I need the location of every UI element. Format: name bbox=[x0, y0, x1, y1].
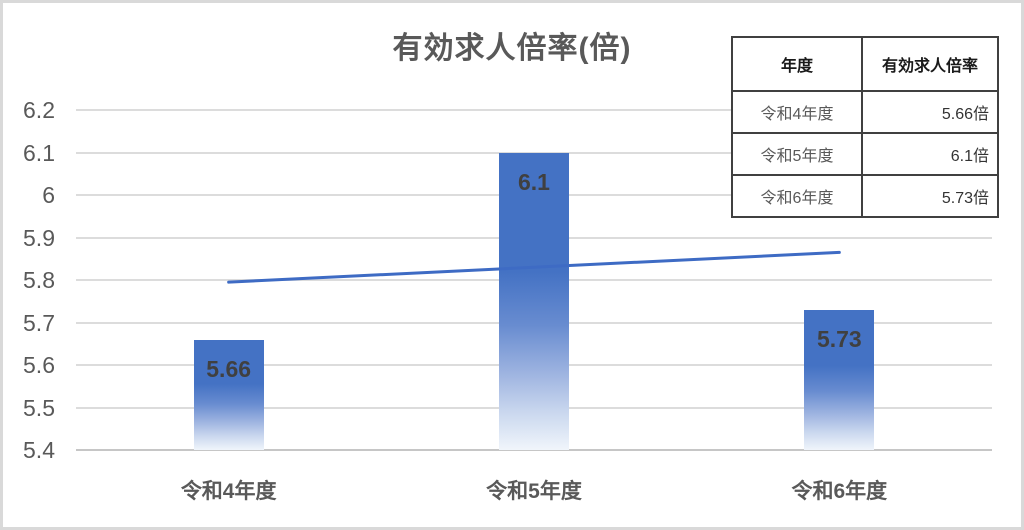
gridline bbox=[76, 109, 992, 111]
bar-data-label: 5.66 bbox=[206, 355, 252, 382]
table-header-row: 年度 有効求人倍率 bbox=[731, 36, 999, 92]
bar: 6.1 bbox=[499, 152, 569, 450]
table-row: 令和6年度 5.73倍 bbox=[731, 174, 999, 218]
table-cell-year: 令和5年度 bbox=[731, 132, 863, 176]
bar-data-label: 6.1 bbox=[518, 168, 550, 195]
table-cell-value: 5.66倍 bbox=[861, 90, 999, 134]
y-axis-tick-label: 5.6 bbox=[23, 352, 55, 378]
table-header-rate: 有効求人倍率 bbox=[861, 36, 999, 92]
y-axis-tick-label: 6.1 bbox=[23, 139, 55, 166]
data-table: 年度 有効求人倍率 令和4年度 5.66倍 令和5年度 6.1倍 令和6年度 5… bbox=[731, 36, 999, 218]
bar: 5.73 bbox=[804, 309, 875, 450]
bar-data-label: 5.73 bbox=[816, 325, 862, 352]
y-axis-tick-label: 6.2 bbox=[23, 97, 55, 123]
bar: 5.66 bbox=[193, 339, 264, 450]
y-axis-tick-label: 5.7 bbox=[23, 309, 55, 336]
table-header-year: 年度 bbox=[731, 36, 863, 92]
x-axis-category-label: 令和6年度 bbox=[791, 480, 888, 503]
y-axis-tick-label: 5.9 bbox=[23, 224, 55, 251]
table-cell-value: 5.73倍 bbox=[861, 174, 999, 218]
y-axis-tick-label: 5.4 bbox=[23, 437, 55, 463]
table-cell-year: 令和6年度 bbox=[731, 174, 863, 218]
table-cell-value: 6.1倍 bbox=[861, 132, 999, 176]
y-axis-tick-label: 5.8 bbox=[23, 267, 55, 293]
table-cell-year: 令和4年度 bbox=[731, 90, 863, 134]
table-row: 令和5年度 6.1倍 bbox=[731, 132, 999, 176]
x-axis-category-label: 令和4年度 bbox=[180, 480, 277, 503]
table-row: 令和4年度 5.66倍 bbox=[731, 90, 999, 134]
x-axis-line bbox=[76, 449, 992, 451]
y-axis-tick-label: 6 bbox=[42, 182, 55, 208]
chart-title: 有効求人倍率(倍) bbox=[392, 32, 632, 65]
x-axis-category-label: 令和5年度 bbox=[486, 480, 582, 503]
y-axis-tick-label: 5.5 bbox=[23, 394, 55, 421]
